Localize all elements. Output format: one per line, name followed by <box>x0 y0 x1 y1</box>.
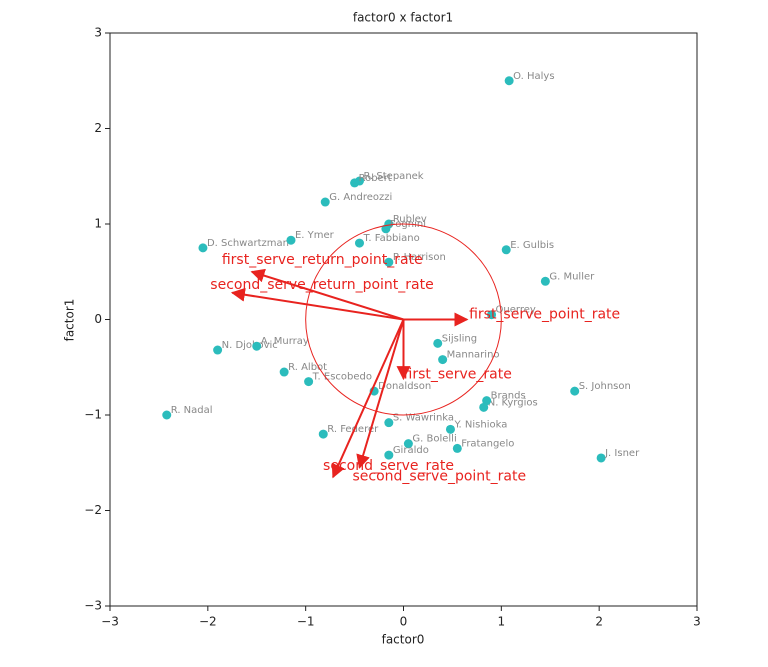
x-tick-label: −1 <box>297 615 315 629</box>
point-label: Rublev <box>393 214 427 225</box>
point-label: Sijsling <box>442 333 477 344</box>
point-label: P. Harrison <box>393 252 446 263</box>
point <box>445 424 455 434</box>
y-tick-label: −3 <box>84 599 102 613</box>
chart-title: factor0 x factor1 <box>353 11 453 25</box>
point-label: A. Murray <box>261 336 309 347</box>
point-label: T. Escobedo <box>312 372 372 383</box>
point-label: S. Johnson <box>579 381 631 392</box>
point <box>304 377 314 387</box>
point-label: N. Djokovic <box>222 340 278 351</box>
point <box>384 450 394 460</box>
point <box>487 310 497 320</box>
vector-label: second_serve_rate <box>323 458 454 474</box>
y-tick-label: 3 <box>94 26 102 40</box>
point-label: E. Gulbis <box>510 240 554 251</box>
point <box>540 276 550 286</box>
point-label: R. Nadal <box>171 405 213 416</box>
vector-label: second_serve_return_point_rate <box>210 277 433 293</box>
x-tick-label: 3 <box>693 615 701 629</box>
point-label: R. Stepanek <box>363 171 423 182</box>
point-label: J. Isner <box>604 448 640 459</box>
point <box>198 243 208 253</box>
point <box>162 410 172 420</box>
point-label: O. Halys <box>513 71 554 82</box>
vector-label: first_serve_return_point_rate <box>222 252 423 268</box>
y-tick-label: 2 <box>94 121 102 135</box>
vector-label: first_serve_point_rate <box>469 307 620 323</box>
x-tick-label: −2 <box>199 615 217 629</box>
x-tick-label: 0 <box>400 615 408 629</box>
point <box>381 224 391 234</box>
x-axis-label: factor0 <box>382 633 425 647</box>
point-label: R. Albot <box>288 362 327 373</box>
point-label: Fratangelo <box>461 438 514 449</box>
x-tick-label: 2 <box>595 615 603 629</box>
y-axis-label: factor1 <box>63 299 77 342</box>
point-label: G. Bolelli <box>412 434 456 445</box>
point <box>354 238 364 248</box>
point-label: Querrey <box>496 305 536 316</box>
point <box>596 453 606 463</box>
point-label: Donaldson <box>378 381 431 392</box>
point <box>504 76 514 86</box>
x-tick-label: 1 <box>498 615 506 629</box>
point <box>482 396 492 406</box>
point-label: Y. Nishioka <box>453 419 507 430</box>
vector-arrow <box>331 319 405 479</box>
point <box>350 178 360 188</box>
point <box>501 245 511 255</box>
point <box>318 429 328 439</box>
vector-arrow <box>230 287 404 321</box>
point <box>286 235 296 245</box>
y-tick-label: 1 <box>94 217 102 231</box>
point <box>403 439 413 449</box>
point-label: Mannarino <box>447 350 500 361</box>
point <box>433 338 443 348</box>
point-label: E. Ymer <box>295 230 335 241</box>
vector-label: first_serve_rate <box>404 367 512 383</box>
vector-arrow <box>250 268 404 321</box>
point <box>438 355 448 365</box>
point-label: S. Wawrinka <box>393 413 454 424</box>
point <box>384 257 394 267</box>
point-label: N. Kyrgios <box>488 397 538 408</box>
point <box>252 341 262 351</box>
point-label: T. Fabbiano <box>362 233 419 244</box>
vector-label: second_serve_point_rate <box>352 469 526 485</box>
x-tick-label: −3 <box>101 615 119 629</box>
point <box>570 386 580 396</box>
point <box>213 345 223 355</box>
point-label: Giraldo <box>393 445 429 456</box>
point-label: D. Schwartzman <box>207 238 289 249</box>
point <box>384 418 394 428</box>
vector-arrow <box>356 319 405 469</box>
y-tick-label: −1 <box>84 408 102 422</box>
point-label: Brands <box>491 391 526 402</box>
y-tick-label: −2 <box>84 503 102 517</box>
point <box>452 443 462 453</box>
point-label: Robert <box>359 173 392 184</box>
point-label: G. Muller <box>549 271 595 282</box>
y-tick-label: 0 <box>94 312 102 326</box>
unit-circle <box>305 223 502 416</box>
point <box>320 197 330 207</box>
point <box>279 367 289 377</box>
point-label: G. Andreozzi <box>329 192 392 203</box>
